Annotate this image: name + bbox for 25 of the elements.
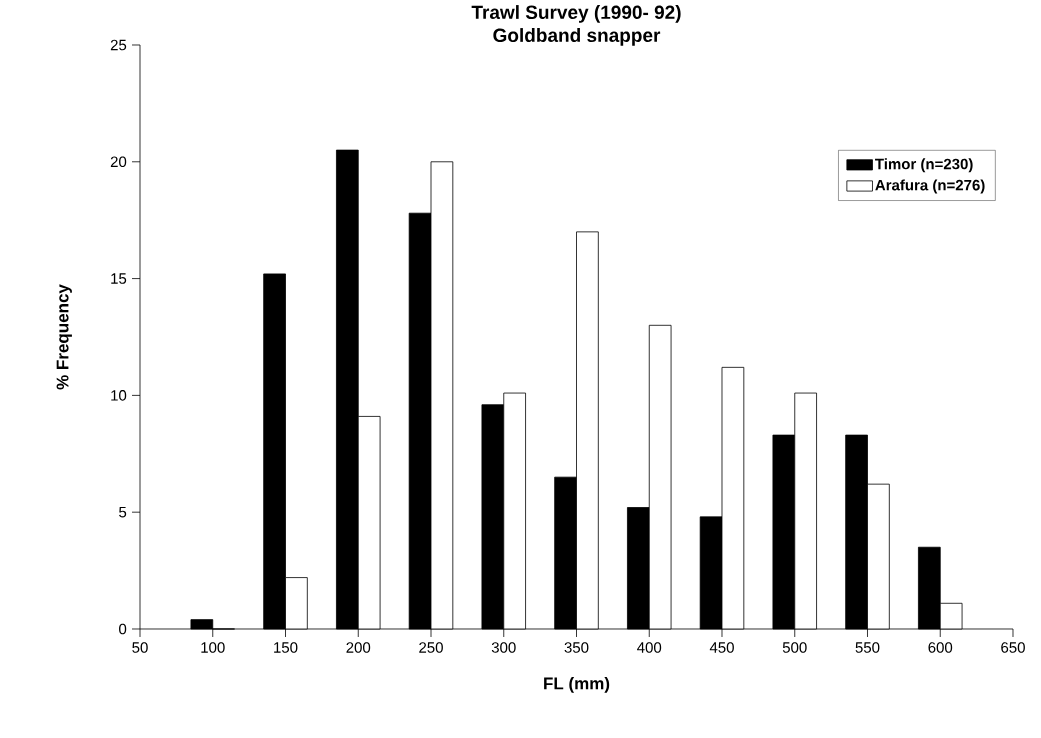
x-tick-label: 250 <box>419 642 443 653</box>
x-tick-label: 400 <box>637 642 662 653</box>
x-tick-label: 50 <box>132 642 148 653</box>
chart-title: Trawl Survey (1990- 92) <box>471 5 681 23</box>
x-tick-label: 100 <box>201 642 225 653</box>
y-tick-label: 25 <box>110 39 127 51</box>
legend-label: Arafura (n=276) <box>875 179 985 194</box>
x-tick-label: 300 <box>491 642 516 653</box>
x-tick-label: 150 <box>274 642 298 653</box>
x-tick-label: 450 <box>709 642 734 653</box>
x-tick-label: 200 <box>346 642 371 653</box>
x-tick-label: 550 <box>855 642 880 653</box>
y-tick-label: 10 <box>111 390 127 401</box>
y-tick-label: 15 <box>111 273 127 284</box>
x-tick-label: 500 <box>782 642 807 653</box>
y-axis-title: % Frequency <box>56 284 72 390</box>
y-tick-label: 0 <box>119 623 127 635</box>
y-tick-label: 20 <box>110 156 127 168</box>
x-tick-label: 350 <box>564 642 589 653</box>
x-tick-label: 600 <box>928 642 953 653</box>
x-axis-title: FL (mm) <box>544 677 610 693</box>
y-tick-label: 5 <box>119 506 127 518</box>
chart-subtitle: Goldband snapper <box>493 28 661 46</box>
x-tick-label: 650 <box>1001 642 1025 653</box>
legend-label: Timor (n=230) <box>875 158 973 173</box>
